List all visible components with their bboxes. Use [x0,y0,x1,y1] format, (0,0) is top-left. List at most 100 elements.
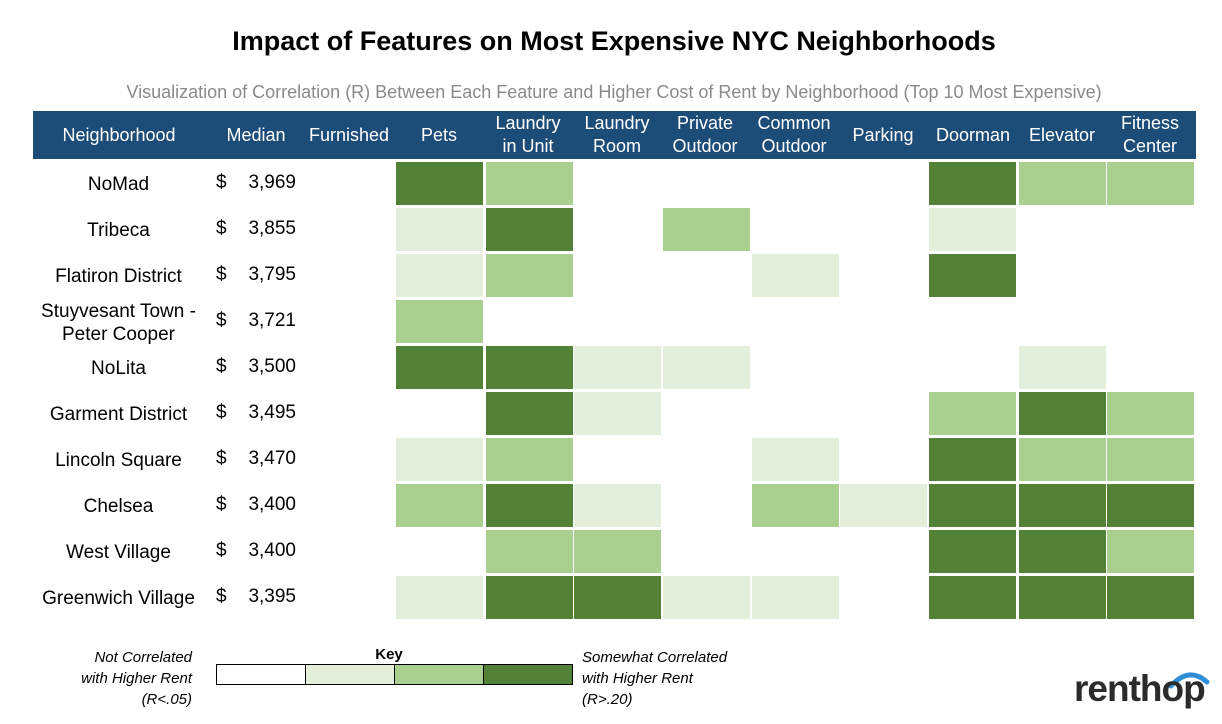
heatmap-cell [1019,484,1106,527]
heatmap-cell [663,576,750,619]
heatmap-cell [1107,438,1194,481]
heatmap-cell [574,576,661,619]
column-header-6: Private Outdoor [672,113,738,156]
heatmap-cell [840,484,927,527]
key-swatch-3 [483,664,573,685]
column-header-8: Parking [852,124,914,145]
heatmap-cell [663,208,750,251]
row-label: Stuyvesant Town - Peter Cooper [41,300,196,345]
heatmap-cell [929,484,1016,527]
header-bar [33,111,1196,159]
column-header-2: Furnished [308,124,390,145]
heatmap-cell [929,576,1016,619]
heatmap-cell [929,162,1016,205]
heatmap-cell [396,162,483,205]
row-label: Garment District [49,404,188,425]
heatmap-cell [929,530,1016,573]
renthop-logo-arc-icon [1168,672,1210,689]
heatmap-cell [486,576,573,619]
column-header-1: Median [226,124,286,145]
median-value: 3,500 [248,356,296,377]
median-value: 3,855 [248,218,296,239]
median-currency: $ [216,540,227,561]
row-label: Greenwich Village [42,588,195,609]
median-currency: $ [216,218,227,239]
row-label: Flatiron District [55,266,182,287]
row-label: Chelsea [83,496,154,517]
median-currency: $ [216,172,227,193]
row-label: West Village [66,542,171,563]
heatmap-cell [1107,162,1194,205]
median-currency: $ [216,356,227,377]
median-currency: $ [216,448,227,469]
column-header-3: Pets [420,124,458,145]
heatmap-cell [1107,484,1194,527]
heatmap-cell [574,392,661,435]
chart-title: Impact of Features on Most Expensive NYC… [232,26,996,56]
column-header-10: Elevator [1028,124,1096,145]
heatmap-cell [929,208,1016,251]
heatmap-cell [1019,346,1106,389]
heatmap-cell [486,392,573,435]
chart-subtitle: Visualization of Correlation (R) Between… [126,82,1102,102]
row-label: Tribeca [87,220,150,241]
heatmap-cell [574,346,661,389]
heatmap-cell [663,346,750,389]
median-currency: $ [216,264,227,285]
heatmap-cell [1019,162,1106,205]
key-high-label: Somewhat Correlated with Higher Rent (R>… [582,649,728,708]
median-currency: $ [216,310,227,331]
column-header-0: Neighborhood [62,124,176,145]
heatmap-cell [1107,392,1194,435]
row-label: NoLita [91,358,146,379]
heatmap-cell [1107,576,1194,619]
median-currency: $ [216,494,227,515]
heatmap-cell [396,484,483,527]
key-title: Key [375,646,403,663]
heatmap-cell [396,254,483,297]
row-label: Lincoln Square [55,450,182,471]
heatmap-cell [574,530,661,573]
heatmap-cell [1107,530,1194,573]
heatmap-cell [486,254,573,297]
median-value: 3,495 [248,402,296,423]
median-currency: $ [216,402,227,423]
heatmap-cell [486,208,573,251]
renthop-logo: renthop [1074,668,1206,709]
column-header-11: Fitness Center [1120,113,1180,156]
heatmap-cell [396,438,483,481]
median-value: 3,721 [248,310,296,331]
heatmap-cell [486,162,573,205]
heatmap-cell [752,438,839,481]
heatmap-cell [752,576,839,619]
median-value: 3,400 [248,494,296,515]
key-swatch-1 [305,664,395,685]
heatmap-cell [486,484,573,527]
median-currency: $ [216,586,227,607]
key-swatch-2 [394,664,484,685]
median-value: 3,969 [248,172,296,193]
heatmap-cell [486,530,573,573]
median-value: 3,795 [248,264,296,285]
heatmap-cell [929,254,1016,297]
heatmap-cell [1019,530,1106,573]
heatmap-cell [929,392,1016,435]
heatmap-cell [1019,438,1106,481]
heatmap-cell [486,346,573,389]
heatmap-cell [396,576,483,619]
heatmap-cell [396,300,483,343]
heatmap-cell [396,346,483,389]
row-label: NoMad [87,174,150,195]
heatmap-cell [752,254,839,297]
median-value: 3,395 [248,586,296,607]
heatmap-cell [1019,576,1106,619]
column-header-5: Laundry Room [584,113,650,156]
heatmap-cell [486,438,573,481]
column-header-9: Doorman [935,124,1011,145]
heatmap-cell [752,484,839,527]
key-low-label: Not Correlated with Higher Rent (R<.05) [81,649,192,708]
column-header-7: Common Outdoor [757,113,831,156]
median-value: 3,400 [248,540,296,561]
heatmap-cell [1019,392,1106,435]
column-header-4: Laundry in Unit [495,113,561,156]
